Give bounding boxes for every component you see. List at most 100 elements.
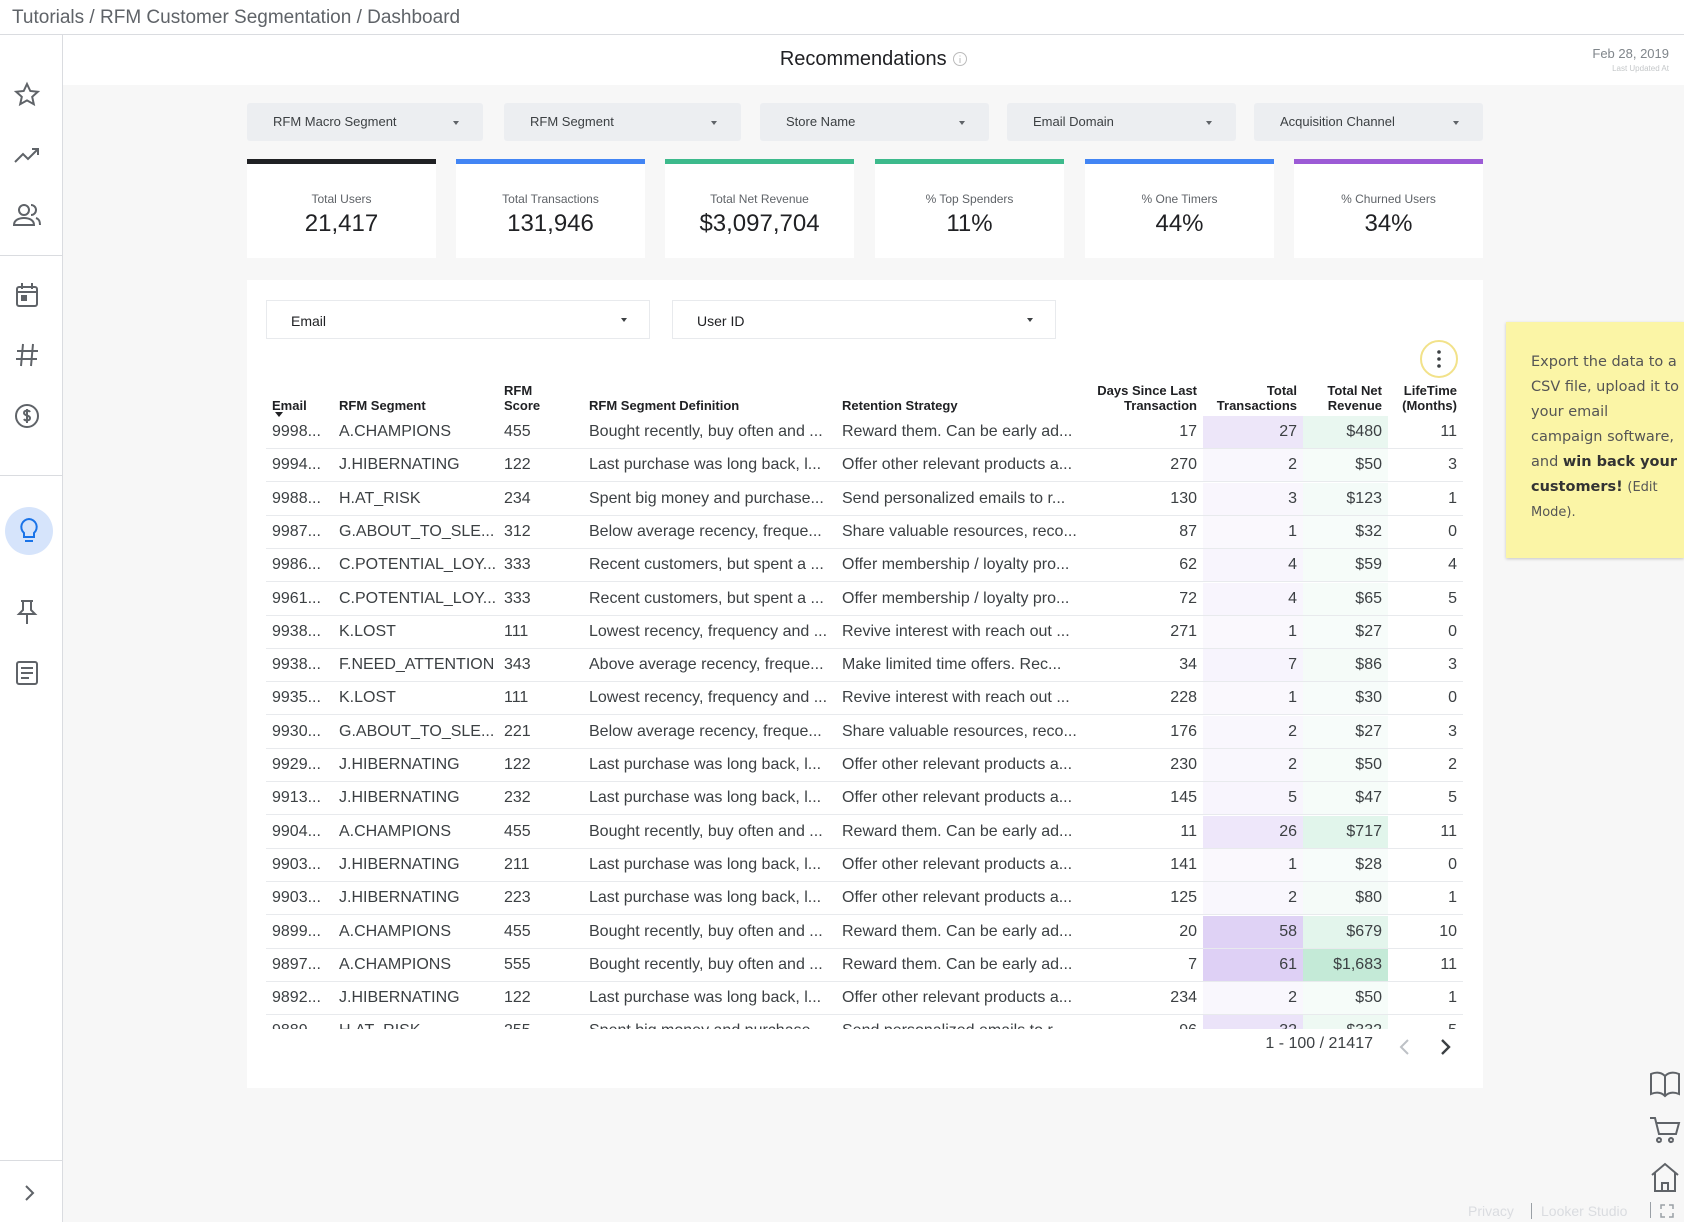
- table-cell: Last purchase was long back, l...: [589, 789, 822, 807]
- table-cell: Above average recency, freque...: [589, 656, 824, 674]
- table-cell: 2: [1448, 756, 1457, 773]
- table-cell: 3: [1448, 456, 1457, 474]
- top-bar: [0, 0, 1684, 35]
- table-filter[interactable]: User ID: [672, 300, 1056, 339]
- users-icon[interactable]: [12, 200, 42, 230]
- table-row[interactable]: 9994... J.HIBERNATING 122 Last purchase was…: [266, 449, 1463, 483]
- trend-icon[interactable]: [12, 140, 42, 170]
- table-cell: 2: [1203, 749, 1303, 781]
- table-cell: 1: [1448, 989, 1457, 1007]
- prev-page[interactable]: [1399, 1039, 1409, 1055]
- kpi-card: % Churned Users 34%: [1294, 159, 1483, 258]
- filter-dropdown[interactable]: RFM Macro Segment: [247, 103, 483, 141]
- table-row[interactable]: 9987... G.ABOUT_TO_SLE... 312 Below average…: [266, 515, 1463, 549]
- calendar-icon[interactable]: [12, 280, 42, 310]
- column-header[interactable]: RFM Segment Definition: [583, 376, 836, 413]
- column-header[interactable]: Retention Strategy: [836, 376, 1078, 413]
- table-row[interactable]: 9998... A.CHAMPIONS 455 Bought recently, bu…: [266, 416, 1463, 449]
- table-row[interactable]: 9938... K.LOST 111 Lowest recency, frequenc…: [266, 615, 1463, 649]
- table-cell: 0: [1448, 855, 1457, 873]
- table-cell: 9929...: [272, 756, 321, 773]
- table-row[interactable]: 9930... G.ABOUT_TO_SLE... 221 Below average…: [266, 715, 1463, 749]
- kpi-value: 11%: [946, 210, 993, 237]
- filter-dropdown[interactable]: Email Domain: [1007, 103, 1236, 141]
- table-cell: Reward them. Can be early ad...: [842, 922, 1073, 940]
- expand-icon[interactable]: [14, 1178, 44, 1208]
- table-cell: 1: [1203, 848, 1303, 881]
- table-cell: 4: [1203, 549, 1303, 582]
- home-icon[interactable]: [1651, 1162, 1679, 1192]
- table-row[interactable]: 9892... J.HIBERNATING 122 Last purchase was…: [266, 982, 1463, 1016]
- table-row[interactable]: 9935... K.LOST 111 Lowest recency, frequenc…: [266, 682, 1463, 716]
- table-row[interactable]: 9913... J.HIBERNATING 232 Last purchase was…: [266, 782, 1463, 816]
- bulb-icon[interactable]: [14, 516, 44, 546]
- table-cell: 9988...: [272, 489, 321, 507]
- table-row[interactable]: 9889...H.AT_RISK255Spent big money and p…: [266, 1015, 1463, 1029]
- breadcrumb[interactable]: Tutorials / RFM Customer Segmentation / …: [12, 7, 461, 28]
- table-cell: 455: [504, 922, 531, 940]
- table-cell: 141: [1170, 855, 1197, 873]
- table-cell: A.CHAMPIONS: [339, 922, 452, 940]
- table-row[interactable]: 9938... F.NEED_ATTENTION 343 Above average …: [266, 649, 1463, 683]
- table-cell: 2: [1203, 882, 1303, 915]
- table-row[interactable]: 9904... A.CHAMPIONS 455 Bought recently, bu…: [266, 815, 1463, 849]
- table-filter[interactable]: Email: [266, 300, 650, 339]
- hash-icon[interactable]: [12, 340, 42, 370]
- table-cell: 4: [1203, 582, 1303, 615]
- table-row[interactable]: 9899... A.CHAMPIONS 455 Bought recently, bu…: [266, 915, 1463, 949]
- column-header[interactable]: RFM Segment: [333, 376, 498, 413]
- separator: [1650, 1202, 1651, 1218]
- table-row[interactable]: 9903... J.HIBERNATING 223 Last purchase was…: [266, 882, 1463, 916]
- table-row[interactable]: 9929... J.HIBERNATING 122 Last purchase was…: [266, 749, 1463, 782]
- table-cell: 228: [1170, 689, 1197, 707]
- filter-dropdown[interactable]: Store Name: [760, 103, 989, 141]
- table-row[interactable]: 9986... C.POTENTIAL_LOY... 333 Recent custo…: [266, 549, 1463, 583]
- table-cell: Offer other relevant products a...: [842, 456, 1073, 474]
- filter-dropdown[interactable]: Acquisition Channel: [1254, 103, 1483, 141]
- table-cell: 32: [1203, 1015, 1303, 1029]
- column-header[interactable]: Email: [266, 376, 333, 417]
- table-row[interactable]: 9903... J.HIBERNATING 211 Last purchase was…: [266, 848, 1463, 882]
- table-cell: 234: [504, 489, 531, 507]
- cart-icon[interactable]: [1650, 1117, 1681, 1144]
- table-cell: 3: [1448, 656, 1457, 674]
- column-header[interactable]: Total Transactions: [1203, 376, 1303, 413]
- table-row[interactable]: 9988... H.AT_RISK 234 Spent big money and p…: [266, 482, 1463, 516]
- header-text: Total Net Revenue: [1327, 383, 1382, 413]
- table-cell: 125: [1170, 889, 1197, 907]
- column-header[interactable]: LifeTime (Months): [1388, 376, 1463, 413]
- info-icon[interactable]: [952, 51, 968, 67]
- filter-dropdown[interactable]: RFM Segment: [504, 103, 741, 141]
- side-tools: [1650, 1071, 1681, 1192]
- brand-link[interactable]: Looker Studio: [1541, 1203, 1628, 1219]
- table-row[interactable]: 9961... C.POTENTIAL_LOY... 333 Recent custo…: [266, 582, 1463, 616]
- table-menu[interactable]: [1419, 339, 1459, 379]
- column-header[interactable]: Total Net Revenue: [1303, 376, 1388, 413]
- table-cell: 343: [504, 656, 531, 674]
- table-cell: 234: [1170, 989, 1197, 1007]
- book-icon[interactable]: [1650, 1071, 1680, 1098]
- column-header[interactable]: Days Since Last Transaction: [1078, 376, 1203, 413]
- privacy-link[interactable]: Privacy: [1468, 1203, 1514, 1219]
- report-title: Recommendations: [574, 48, 1174, 71]
- date-caption: Last Updated At: [1612, 64, 1669, 73]
- notes-icon[interactable]: [12, 658, 42, 688]
- table-cell: Share valuable resources, reco...: [842, 722, 1077, 740]
- table-row[interactable]: 9897... A.CHAMPIONS 555 Bought recently, bu…: [266, 948, 1463, 982]
- table-panel: [247, 280, 1483, 1088]
- table-cell: G.ABOUT_TO_SLE...: [339, 522, 495, 540]
- star-icon[interactable]: [12, 80, 42, 110]
- column-header[interactable]: RFM Score: [498, 376, 583, 413]
- kpi-value: $3,097,704: [699, 210, 820, 237]
- note-bold: win back your customers!: [1531, 454, 1677, 495]
- fullscreen-icon[interactable]: [1660, 1204, 1674, 1218]
- table-cell: 312: [504, 522, 531, 540]
- table-cell: Last purchase was long back, l...: [589, 855, 822, 873]
- dollar-icon[interactable]: [12, 401, 42, 431]
- table-cell: Bought recently, buy often and ...: [589, 955, 823, 973]
- next-page[interactable]: [1441, 1039, 1451, 1055]
- table-cell: 72: [1179, 589, 1197, 607]
- pin-icon[interactable]: [12, 597, 42, 627]
- table-cell: K.LOST: [339, 689, 396, 707]
- table-cell: Bought recently, buy often and ...: [589, 822, 823, 840]
